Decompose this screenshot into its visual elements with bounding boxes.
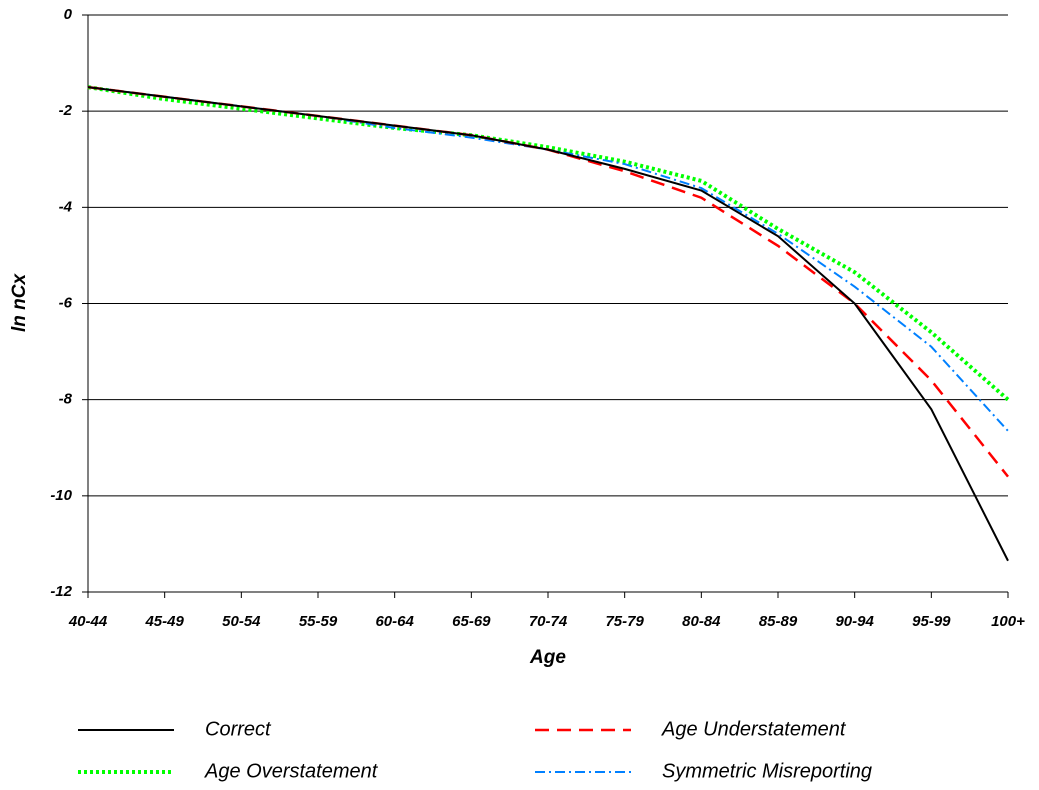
y-tick-label: -4	[59, 198, 73, 215]
series-line	[87, 85, 1010, 402]
y-tick-label: 0	[64, 6, 73, 23]
y-tick-label: -6	[59, 294, 73, 311]
y-axis-title: ln nCx	[9, 273, 30, 332]
y-tick-label: -12	[50, 583, 72, 600]
x-tick-label: 85-89	[759, 613, 798, 630]
series-line	[87, 86, 1009, 562]
series-line	[87, 86, 1009, 432]
x-tick-label: 75-79	[605, 613, 644, 630]
x-tick-label: 45-49	[144, 613, 184, 630]
x-tick-label: 50-54	[222, 613, 261, 630]
x-tick-label: 80-84	[682, 613, 721, 630]
legend-label: Age Understatement	[661, 718, 847, 740]
x-tick-label: 95-99	[912, 613, 951, 630]
x-tick-label: 100+	[991, 613, 1025, 630]
y-tick-label: -8	[59, 391, 73, 408]
y-tick-label: -2	[59, 102, 73, 119]
y-tick-label: -10	[50, 487, 72, 504]
legend-label: Symmetric Misreporting	[662, 760, 872, 782]
x-tick-label: 40-44	[68, 613, 108, 630]
x-tick-label: 60-64	[375, 613, 414, 630]
x-axis-title: Age	[529, 647, 566, 668]
legend-label: Age Overstatement	[204, 760, 379, 782]
x-tick-label: 70-74	[529, 613, 568, 630]
x-tick-label: 55-59	[299, 613, 338, 630]
x-tick-label: 65-69	[452, 613, 491, 630]
legend-label: Correct	[205, 718, 272, 740]
x-tick-label: 90-94	[835, 613, 874, 630]
